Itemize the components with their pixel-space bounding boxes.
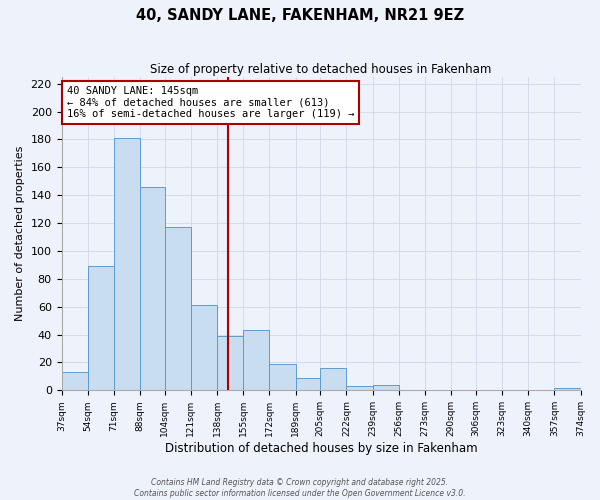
Bar [296,378,320,390]
Y-axis label: Number of detached properties: Number of detached properties [15,146,25,321]
Bar [217,336,243,390]
Bar [88,266,114,390]
Bar [140,187,165,390]
X-axis label: Distribution of detached houses by size in Fakenham: Distribution of detached houses by size … [165,442,478,455]
Text: 40 SANDY LANE: 145sqm
← 84% of detached houses are smaller (613)
16% of semi-det: 40 SANDY LANE: 145sqm ← 84% of detached … [67,86,354,120]
Bar [243,330,269,390]
Bar [554,388,581,390]
Bar [373,385,399,390]
Bar [191,306,217,390]
Text: 40, SANDY LANE, FAKENHAM, NR21 9EZ: 40, SANDY LANE, FAKENHAM, NR21 9EZ [136,8,464,22]
Bar [320,368,346,390]
Text: Contains HM Land Registry data © Crown copyright and database right 2025.
Contai: Contains HM Land Registry data © Crown c… [134,478,466,498]
Bar [62,372,88,390]
Bar [114,138,140,390]
Bar [165,227,191,390]
Title: Size of property relative to detached houses in Fakenham: Size of property relative to detached ho… [151,62,492,76]
Bar [346,386,373,390]
Bar [269,364,296,390]
